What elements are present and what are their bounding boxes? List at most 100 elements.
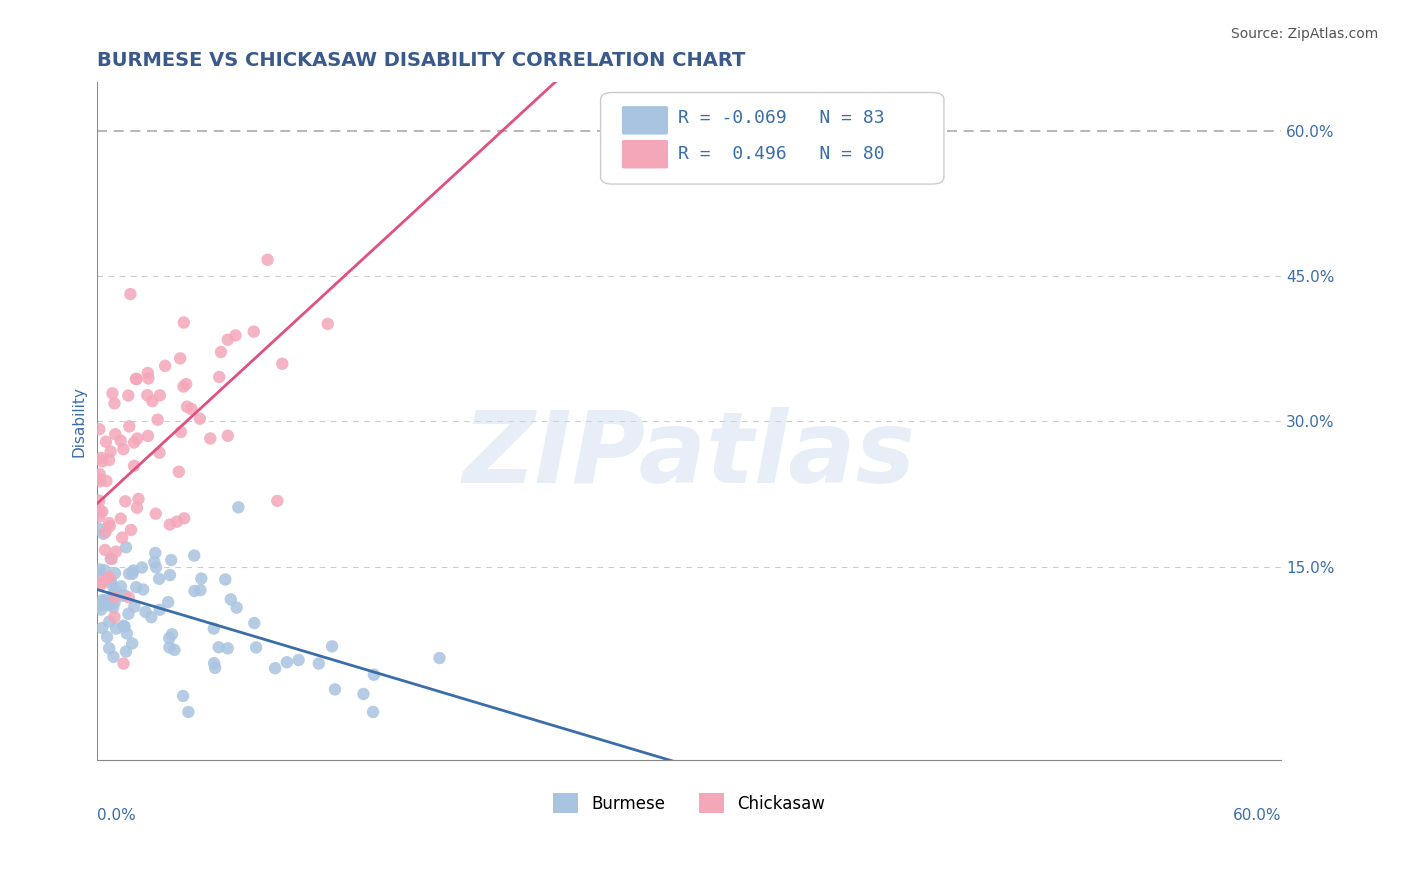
Point [183, 584, 205, 599]
Point [225, 600, 247, 615]
Point [323, 682, 346, 697]
Point [202, 622, 225, 636]
Point [157, 640, 180, 655]
Point [127, 491, 149, 506]
Point [214, 573, 236, 587]
Point [97, 570, 120, 584]
Point [143, 555, 166, 569]
Point [94, 593, 117, 607]
Point [264, 661, 287, 675]
Point [110, 511, 132, 525]
Point [103, 396, 125, 410]
Point [136, 366, 159, 380]
Point [157, 595, 180, 609]
Point [94, 524, 117, 539]
Point [266, 493, 288, 508]
Point [159, 568, 181, 582]
Point [98, 641, 121, 656]
Point [93, 563, 115, 577]
Point [114, 620, 136, 634]
Point [114, 588, 136, 602]
Point [159, 517, 181, 532]
Point [166, 515, 188, 529]
Point [157, 631, 180, 645]
Point [101, 386, 124, 401]
Point [183, 549, 205, 563]
Point [287, 653, 309, 667]
Point [100, 551, 122, 566]
Point [90, 577, 112, 591]
Point [93, 526, 115, 541]
Point [146, 413, 169, 427]
Text: ZIPatlas: ZIPatlas [463, 407, 915, 504]
Point [208, 640, 231, 655]
Point [111, 531, 134, 545]
Point [114, 494, 136, 508]
Point [308, 657, 330, 671]
Point [163, 643, 186, 657]
Point [134, 605, 156, 619]
Point [121, 636, 143, 650]
Point [160, 553, 183, 567]
Point [217, 428, 239, 442]
Point [122, 458, 145, 473]
Point [117, 388, 139, 402]
Point [110, 579, 132, 593]
Point [228, 500, 250, 515]
Point [217, 333, 239, 347]
Point [141, 610, 163, 624]
Point [204, 661, 226, 675]
Point [180, 401, 202, 416]
Point [103, 600, 125, 615]
Point [208, 370, 231, 384]
Point [125, 500, 148, 515]
Point [90, 450, 112, 465]
Text: R =  0.496   N = 80: R = 0.496 N = 80 [678, 145, 884, 163]
Point [271, 357, 294, 371]
Point [104, 582, 127, 597]
Point [89, 471, 111, 485]
FancyBboxPatch shape [600, 93, 943, 184]
Point [89, 562, 111, 576]
Point [115, 541, 138, 555]
Point [242, 325, 264, 339]
Point [115, 626, 138, 640]
Text: 60.0%: 60.0% [1233, 808, 1281, 822]
Point [100, 552, 122, 566]
Point [125, 372, 148, 386]
Point [145, 507, 167, 521]
Point [110, 434, 132, 448]
Point [118, 591, 141, 605]
Point [98, 615, 121, 629]
Point [136, 388, 159, 402]
Point [89, 493, 111, 508]
Point [94, 434, 117, 449]
Point [89, 475, 111, 489]
Point [103, 610, 125, 624]
Point [321, 640, 343, 654]
Point [112, 442, 135, 457]
Point [89, 503, 111, 517]
Y-axis label: Disability: Disability [72, 386, 86, 457]
Point [89, 467, 111, 482]
Point [100, 444, 122, 458]
Point [112, 618, 135, 632]
Point [91, 574, 114, 589]
Point [148, 572, 170, 586]
Point [138, 371, 160, 385]
Point [153, 359, 176, 373]
Point [173, 511, 195, 525]
Point [170, 425, 193, 439]
Point [243, 615, 266, 630]
Point [352, 687, 374, 701]
Point [89, 509, 111, 524]
Point [120, 287, 142, 301]
Point [94, 543, 117, 558]
Point [90, 602, 112, 616]
Point [103, 595, 125, 609]
Point [361, 705, 384, 719]
Point [104, 544, 127, 558]
Point [91, 621, 114, 635]
Point [98, 453, 121, 467]
Point [97, 571, 120, 585]
